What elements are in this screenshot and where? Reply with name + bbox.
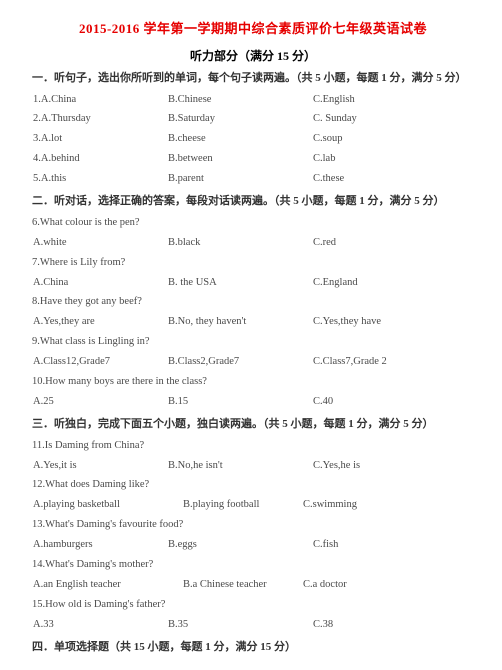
q8-a: A.Yes,they are xyxy=(33,312,168,332)
q6-a: A.white xyxy=(33,233,168,253)
q3-b: B.cheese xyxy=(168,129,313,149)
q13-opts: A.hamburgersB.eggsC.fish xyxy=(32,535,474,555)
q4-b: B.between xyxy=(168,149,313,169)
q11-b: B.No,he isn't xyxy=(168,456,313,476)
q1-a: 1.A.China xyxy=(33,90,168,110)
q15-c: C.38 xyxy=(313,619,333,630)
q1-b: B.Chinese xyxy=(168,90,313,110)
q7-b: B. the USA xyxy=(168,273,313,293)
q9: 9.What class is Lingling in? xyxy=(32,332,474,352)
q14-b: B.a Chinese teacher xyxy=(183,575,303,595)
q14: 14.What's Daming's mother? xyxy=(32,555,474,575)
q7-a: A.China xyxy=(33,273,168,293)
q12-c: C.swimming xyxy=(303,499,357,510)
q2: 2.A.ThursdayB.SaturdayC. Sunday xyxy=(32,109,474,129)
q5-a: 5.A.this xyxy=(33,169,168,189)
q5-b: B.parent xyxy=(168,169,313,189)
q2-b: B.Saturday xyxy=(168,109,313,129)
q10: 10.How many boys are there in the class? xyxy=(32,372,474,392)
q9-a: A.Class12,Grade7 xyxy=(33,352,168,372)
q13-c: C.fish xyxy=(313,539,338,550)
q8-c: C.Yes,they have xyxy=(313,316,381,327)
q7-opts: A.ChinaB. the USAC.England xyxy=(32,273,474,293)
q13-b: B.eggs xyxy=(168,535,313,555)
q9-c: C.Class7,Grade 2 xyxy=(313,356,387,367)
q5: 5.A.thisB.parentC.these xyxy=(32,169,474,189)
q10-opts: A.25B.15C.40 xyxy=(32,392,474,412)
q5-c: C.these xyxy=(313,173,344,184)
q4-c: C.lab xyxy=(313,153,335,164)
exam-page: 2015-2016 学年第一学期期中综合素质评价七年级英语试卷 听力部分（满分 … xyxy=(0,0,502,670)
q7: 7.Where is Lily from? xyxy=(32,253,474,273)
q9-b: B.Class2,Grade7 xyxy=(168,352,313,372)
q15-opts: A.33B.35C.38 xyxy=(32,615,474,635)
q14-c: C.a doctor xyxy=(303,579,347,590)
q6-c: C.red xyxy=(313,237,336,248)
q12-b: B.playing football xyxy=(183,495,303,515)
q6-opts: A.whiteB.blackC.red xyxy=(32,233,474,253)
q12-opts: A.playing basketballB.playing footballC.… xyxy=(32,495,474,515)
q10-c: C.40 xyxy=(313,396,333,407)
q12: 12.What does Daming like? xyxy=(32,475,474,495)
q10-a: A.25 xyxy=(33,392,168,412)
q8-opts: A.Yes,they areB.No, they haven'tC.Yes,th… xyxy=(32,312,474,332)
q14-opts: A.an English teacherB.a Chinese teacherC… xyxy=(32,575,474,595)
q11-c: C.Yes,he is xyxy=(313,460,360,471)
q15: 15.How old is Daming's father? xyxy=(32,595,474,615)
q2-c: C. Sunday xyxy=(313,113,357,124)
section-1: 一．听句子，选出你所听到的单词，每个句子读两遍。（共 5 小题，每题 1 分，满… xyxy=(32,70,474,87)
q1-c: C.English xyxy=(313,94,355,105)
q3-a: 3.A.lot xyxy=(33,129,168,149)
q8: 8.Have they got any beef? xyxy=(32,292,474,312)
section-4: 四．单项选择题（共 15 小题，每题 1 分，满分 15 分） xyxy=(32,639,474,656)
q2-a: 2.A.Thursday xyxy=(33,109,168,129)
q8-b: B.No, they haven't xyxy=(168,312,313,332)
q11: 11.Is Daming from China? xyxy=(32,436,474,456)
q4-a: 4.A.behind xyxy=(33,149,168,169)
q9-opts: A.Class12,Grade7B.Class2,Grade7C.Class7,… xyxy=(32,352,474,372)
section-2: 二．听对话，选择正确的答案，每段对话读两遍。（共 5 小题，每题 1 分，满分 … xyxy=(32,193,474,210)
q15-a: A.33 xyxy=(33,615,168,635)
q3-c: C.soup xyxy=(313,133,342,144)
q6-b: B.black xyxy=(168,233,313,253)
q1: 1.A.ChinaB.ChineseC.English xyxy=(32,90,474,110)
q12-a: A.playing basketball xyxy=(33,495,183,515)
q3: 3.A.lotB.cheeseC.soup xyxy=(32,129,474,149)
listening-subtitle: 听力部分（满分 15 分） xyxy=(32,47,474,64)
q6: 6.What colour is the pen? xyxy=(32,213,474,233)
q7-c: C.England xyxy=(313,277,358,288)
q14-a: A.an English teacher xyxy=(33,575,183,595)
exam-title: 2015-2016 学年第一学期期中综合素质评价七年级英语试卷 xyxy=(32,18,474,37)
q13: 13.What's Daming's favourite food? xyxy=(32,515,474,535)
q15-b: B.35 xyxy=(168,615,313,635)
section-3: 三．听独白，完成下面五个小题，独白读两遍。（共 5 小题，每题 1 分，满分 5… xyxy=(32,416,474,433)
q13-a: A.hamburgers xyxy=(33,535,168,555)
q11-opts: A.Yes,it isB.No,he isn'tC.Yes,he is xyxy=(32,456,474,476)
q4: 4.A.behindB.betweenC.lab xyxy=(32,149,474,169)
q11-a: A.Yes,it is xyxy=(33,456,168,476)
q10-b: B.15 xyxy=(168,392,313,412)
